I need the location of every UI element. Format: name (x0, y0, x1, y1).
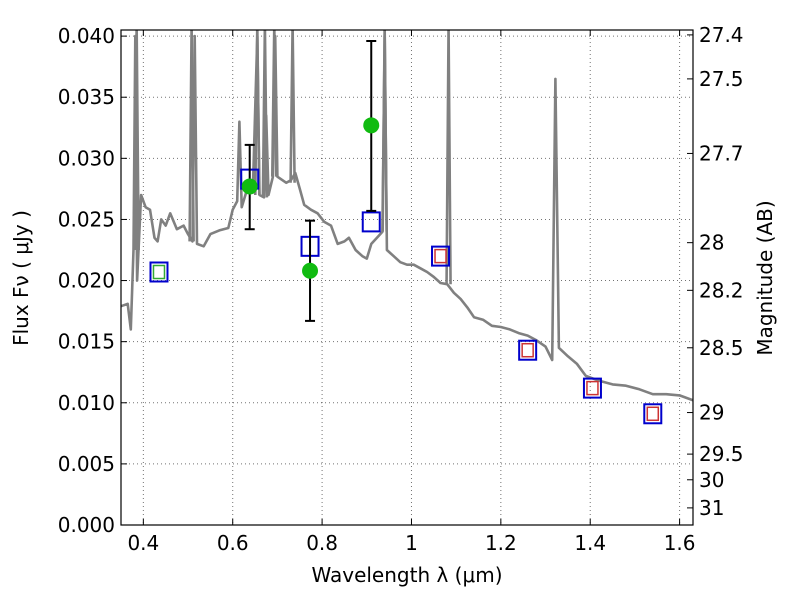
y-axis-label: Flux Fν ( μJy ) (9, 210, 33, 346)
model-flux-square (518, 339, 538, 361)
plot-background (121, 30, 693, 525)
magnitude-tick-label: 29.5 (699, 442, 744, 466)
x-tick-label: 0.8 (306, 531, 338, 555)
y-tick-label: 0.025 (58, 207, 115, 231)
x-axis-label: Wavelength λ (μm) (311, 563, 502, 587)
model-flux-square (431, 245, 451, 267)
y-tick-label: 0.030 (58, 146, 115, 170)
synthetic-flux-inner-square (434, 248, 447, 264)
synthetic-flux-inner-square (152, 264, 166, 280)
y-tick-label: 0.010 (58, 391, 115, 415)
emission-line-spike (253, 30, 261, 196)
model-flux-square (582, 377, 602, 399)
y-tick-label: 0.040 (58, 24, 115, 48)
magnitude-tick-label: 28 (699, 231, 724, 255)
marker-layer (149, 40, 663, 425)
tick-layer: 0.4 0.6 0.8 1 1.2 1.4 1.6 0.000 0.005 0.010 0.015 0… (58, 23, 744, 555)
emission-line-spike (381, 30, 388, 232)
measured-flux-point (241, 178, 258, 195)
y-tick-label: 0.020 (58, 269, 115, 293)
y-tick-label: 0.005 (58, 452, 115, 476)
magnitude-tick-label: 28.5 (699, 336, 744, 360)
model-flux-square (361, 211, 381, 233)
synthetic-flux-inner-square (586, 380, 599, 396)
magnitude-tick-label: 30 (699, 468, 724, 492)
y-tick-label: 0.000 (58, 513, 115, 537)
emission-line-spike (188, 30, 195, 242)
x-tick-label: 0.6 (217, 531, 249, 555)
y-tick-label: 0.035 (58, 85, 115, 109)
magnitude-tick-label: 27.4 (699, 23, 744, 47)
x-tick-label: 1.6 (664, 531, 696, 555)
measured-flux-point (363, 117, 380, 134)
model-flux-square (643, 403, 663, 425)
emission-line-spike (445, 30, 452, 285)
model-flux-square (149, 261, 169, 283)
synthetic-flux-inner-square (521, 342, 534, 358)
x-tick-label: 1 (405, 531, 418, 555)
magnitude-tick-label: 27.5 (699, 67, 744, 91)
x-tick-label: 0.4 (127, 531, 159, 555)
x-tick-label: 1.4 (574, 531, 606, 555)
magnitude-tick-label: 28.2 (699, 278, 744, 302)
sed-spectrum-line (121, 34, 693, 402)
plot-frame (120, 29, 694, 526)
emission-line-spike (261, 30, 269, 198)
emission-line-spike (133, 30, 140, 251)
emission-line-spike (270, 30, 278, 177)
magnitude-tick-label: 29 (699, 401, 724, 425)
x-tick-label: 1.2 (485, 531, 517, 555)
magnitude-tick-label: 27.7 (699, 141, 744, 165)
measured-flux-point (302, 262, 319, 279)
emission-line-spike (289, 30, 296, 183)
synthetic-flux-inner-square (646, 406, 660, 422)
y-tick-label: 0.015 (58, 330, 115, 354)
y2-axis-label: Magnitude (AB) (753, 200, 777, 355)
magnitude-tick-label: 31 (699, 496, 724, 520)
sed-layer (121, 30, 693, 402)
